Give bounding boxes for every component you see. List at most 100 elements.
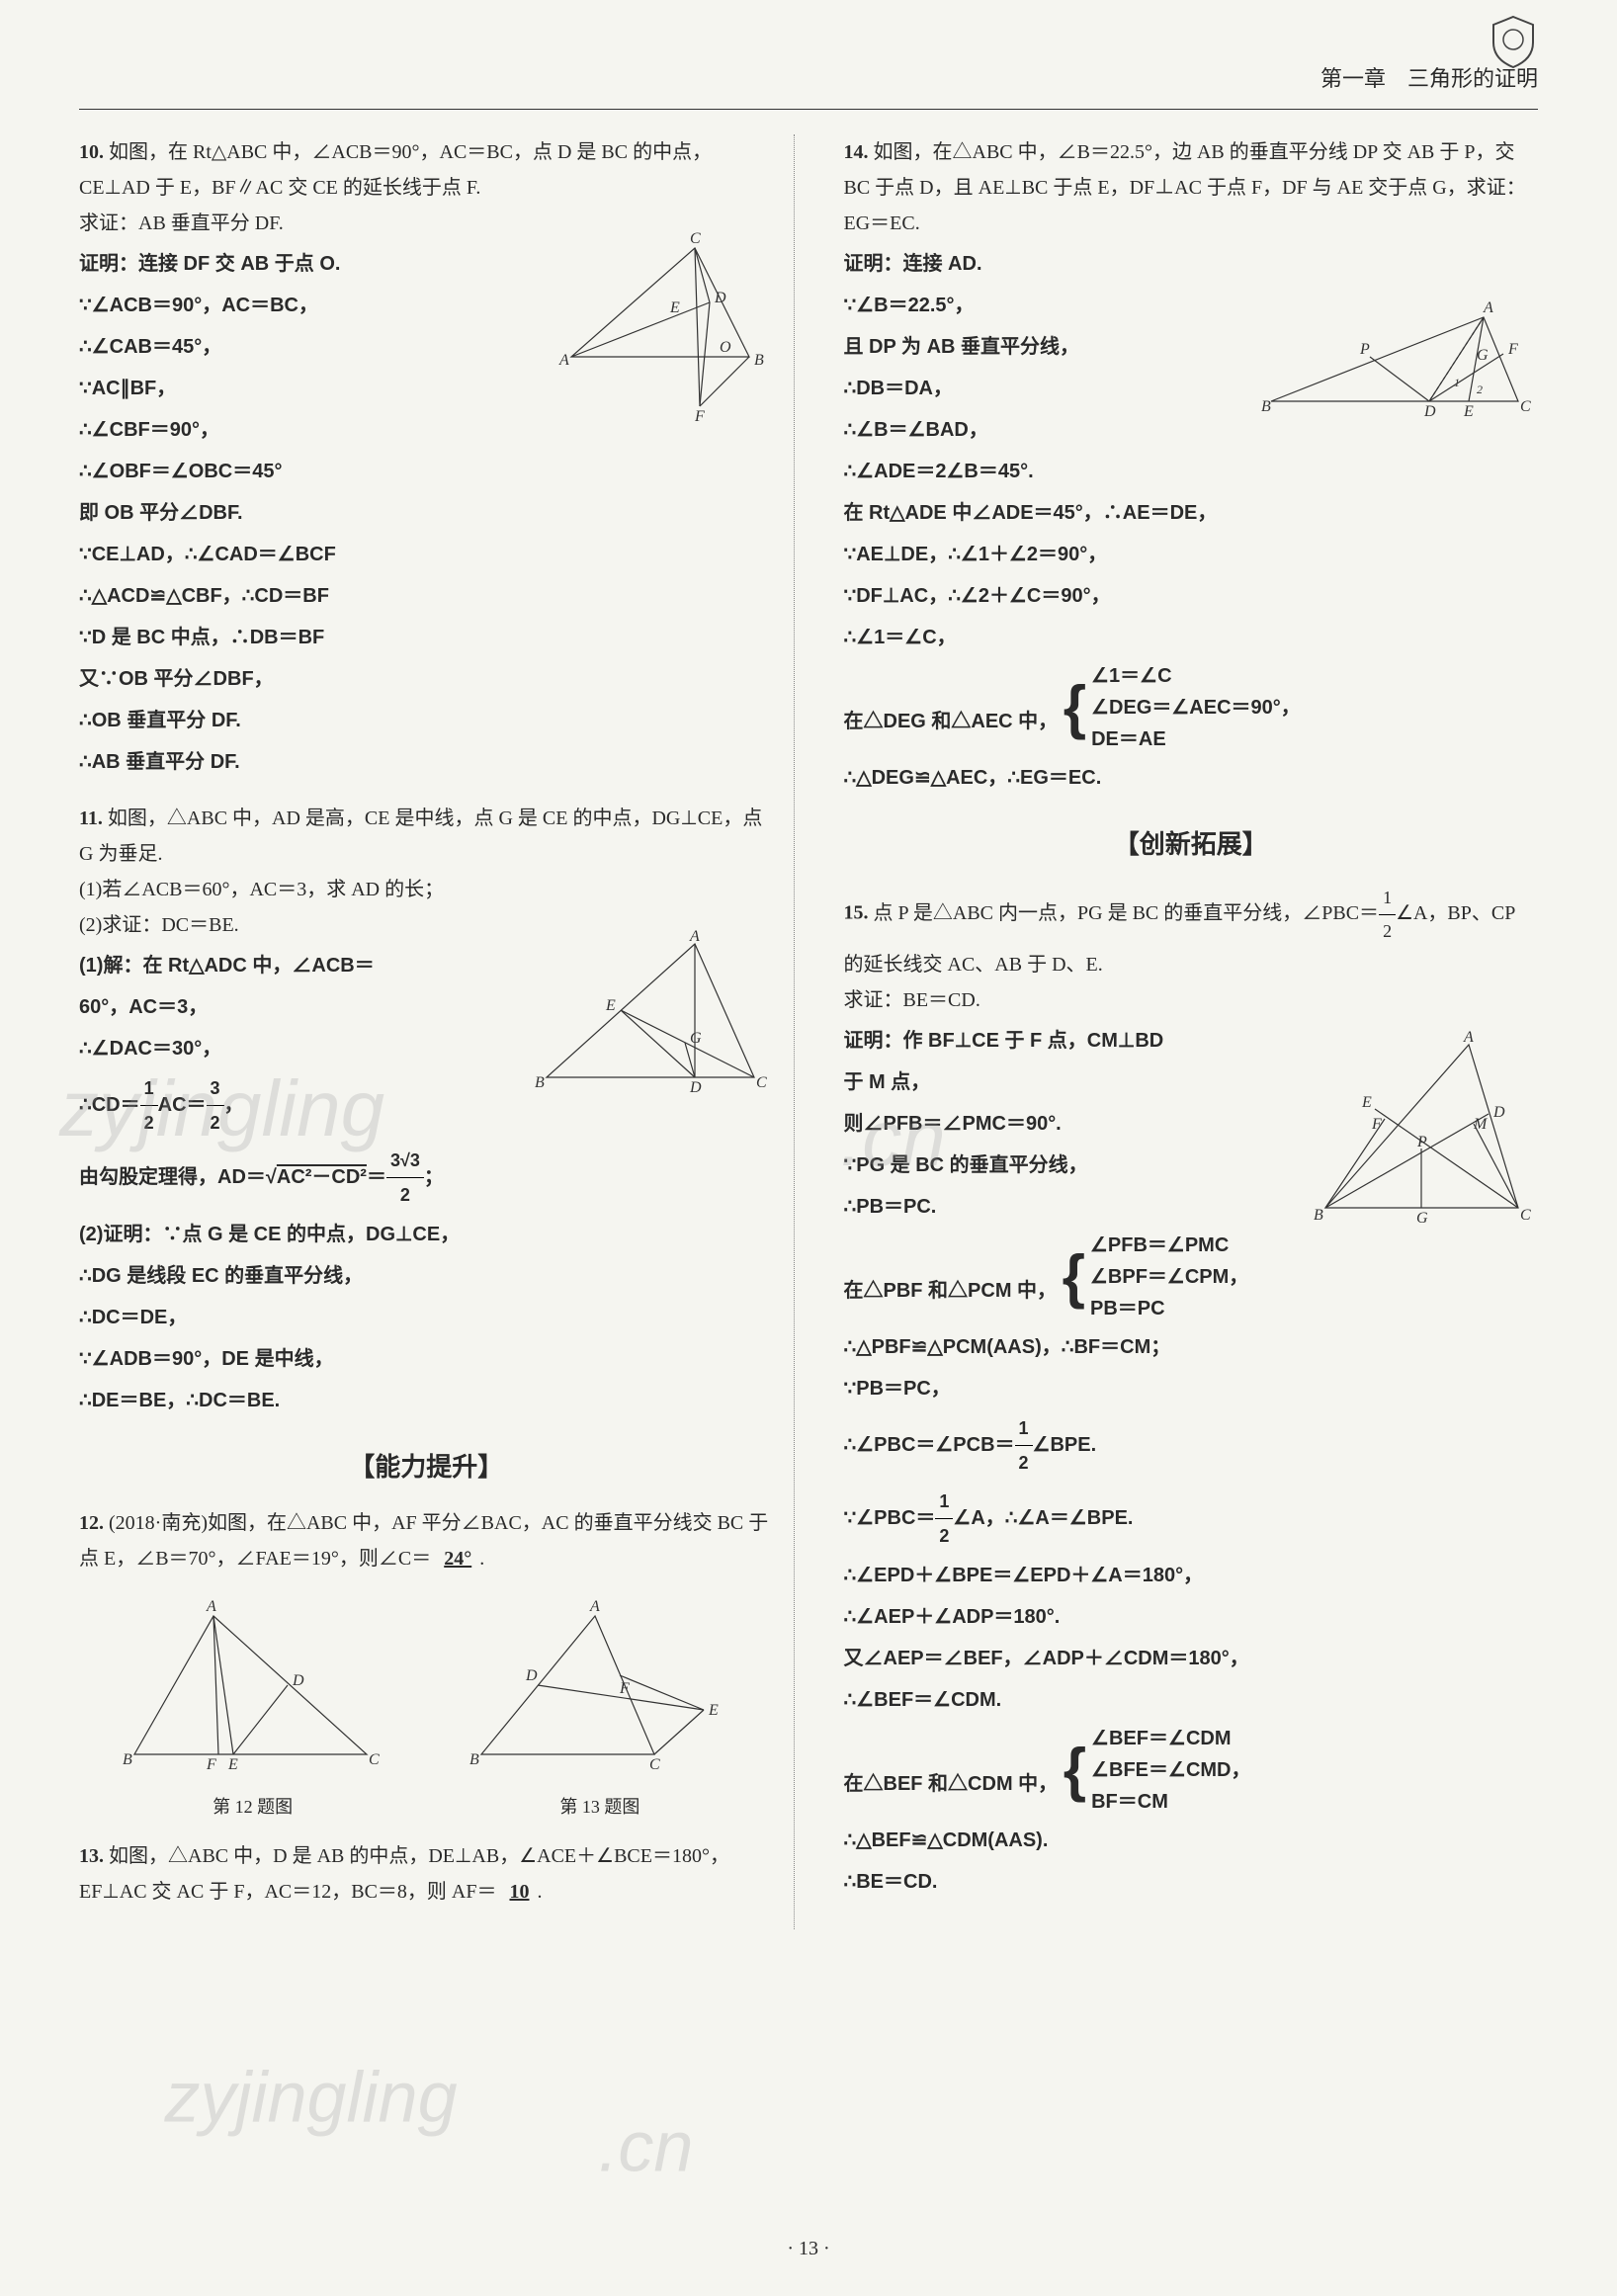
brace-group: { ∠BEF＝∠CDM ∠BFE＝∠CMD， BF＝CM	[1064, 1723, 1251, 1818]
proof-line: ∵CE⊥AD，∴∠CAD＝∠BCF	[79, 536, 774, 573]
fraction: 12	[1379, 882, 1396, 947]
proof-line: 又∠AEP＝∠BEF，∠ADP＋∠CDM＝180°，	[844, 1640, 1539, 1677]
proof-line: ∴∠OBF＝∠OBC＝45°	[79, 453, 774, 490]
answer-line: ∴DC＝DE，	[79, 1299, 774, 1336]
page-header: 第一章 三角形的证明	[79, 59, 1538, 110]
svg-text:E: E	[1361, 1094, 1372, 1111]
proof-line: 又∵OB 平分∠DBF，	[79, 660, 774, 698]
answer-line: ∴DE＝BE，∴DC＝BE.	[79, 1382, 774, 1419]
proof-line: ∴∠BEF＝∠CDM.	[844, 1681, 1539, 1719]
problem-11: 11. 如图，△ABC 中，AD 是高，CE 是中线，点 G 是 CE 的中点，…	[79, 801, 774, 1420]
result-1: ∴△PBF≌△PCM(AAS)，∴BF＝CM；	[844, 1328, 1539, 1366]
figure-10: A B C D E F O	[552, 228, 779, 426]
watermark-text: zyjingling	[164, 2033, 457, 2162]
svg-text:F: F	[619, 1680, 630, 1697]
svg-text:C: C	[690, 230, 701, 247]
proof-line: ∴∠EPD＋∠BPE＝∠EPD＋∠A＝180°，	[844, 1557, 1539, 1594]
problem-text: 如图，在△ABC 中，∠B＝22.5°，边 AB 的垂直平分线 DP 交 AB …	[844, 141, 1526, 234]
problem-number: 14.	[844, 141, 869, 163]
svg-text:B: B	[754, 352, 764, 369]
figure-11: A B C D E G	[527, 929, 774, 1097]
svg-text:F: F	[1371, 1116, 1382, 1133]
fig-12-caption: 第 12 题图	[120, 1791, 386, 1823]
svg-text:E: E	[1463, 403, 1474, 420]
svg-text:D: D	[714, 290, 726, 306]
question-1: (1)若∠ACB＝60°，AC＝3，求 AD 的长；	[79, 872, 774, 907]
svg-text:C: C	[1520, 398, 1531, 415]
congruent-block-2: 在△BEF 和△CDM 中， { ∠BEF＝∠CDM ∠BFE＝∠CMD， BF…	[844, 1723, 1539, 1818]
problem-number: 15.	[844, 902, 869, 924]
problem-text: 如图，在 Rt△ABC 中，∠ACB＝90°，AC＝BC，点 D 是 BC 的中…	[79, 141, 712, 199]
problem-number: 12.	[79, 1512, 104, 1534]
fraction: 32	[207, 1071, 224, 1140]
problem-text: 如图，△ABC 中，D 是 AB 的中点，DE⊥AB，∠ACE＋∠BCE＝180…	[79, 1845, 729, 1903]
answer-line: ∴DG 是线段 EC 的垂直平分线，	[79, 1257, 774, 1295]
left-brace-icon: {	[1064, 1746, 1086, 1794]
pbc-line: ∴∠PBC＝∠PCB＝12∠BPE.	[844, 1411, 1539, 1480]
proof-label: 证明：连接 AD.	[844, 245, 1539, 283]
proof-line: ∵AE⊥DE，∴∠1＋∠2＝90°，	[844, 536, 1539, 573]
svg-text:G: G	[1477, 347, 1489, 364]
page-number: · 13 ·	[787, 2231, 829, 2266]
svg-text:F: F	[694, 408, 705, 425]
brace-group: { ∠PFB＝∠PMC ∠BPF＝∠CPM， PB＝PC	[1063, 1230, 1249, 1324]
pbc-a-line: ∵∠PBC＝12∠A，∴∠A＝∠BPE.	[844, 1485, 1539, 1553]
svg-text:B: B	[469, 1751, 479, 1768]
svg-text:E: E	[227, 1756, 238, 1773]
svg-text:D: D	[1423, 403, 1436, 420]
congruent-block: 在△DEG 和△AEC 中， { ∠1＝∠C ∠DEG＝∠AEC＝90°， DE…	[844, 660, 1539, 755]
problem-text: 如图，△ABC 中，AD 是高，CE 是中线，点 G 是 CE 的中点，DG⊥C…	[79, 808, 762, 865]
figure-12: A B C D E F	[120, 1596, 386, 1774]
svg-text:D: D	[1492, 1104, 1505, 1121]
figures-12-13: A B C D E F 第 12 题图	[79, 1596, 774, 1823]
svg-text:A: A	[1483, 299, 1493, 316]
proof-line: ∴AB 垂直平分 DF.	[79, 743, 774, 781]
problem-text: (2018·南充)如图，在△ABC 中，AF 平分∠BAC，AC 的垂直平分线交…	[79, 1512, 768, 1570]
svg-text:A: A	[689, 929, 700, 945]
svg-text:A: A	[1463, 1030, 1474, 1046]
answer-2-label: (2)证明：∵点 G 是 CE 的中点，DG⊥CE，	[79, 1216, 774, 1253]
result-2: ∴△BEF≌△CDM(AAS).	[844, 1822, 1539, 1859]
svg-text:C: C	[1520, 1207, 1531, 1224]
proof-line: ∴∠AEP＋∠ADP＝180°.	[844, 1598, 1539, 1636]
congruent-block: 在△PBF 和△PCM 中， { ∠PFB＝∠PMC ∠BPF＝∠CPM， PB…	[844, 1230, 1539, 1324]
proof-line: ∵PB＝PC，	[844, 1370, 1539, 1407]
problem-number: 10.	[79, 141, 104, 163]
problem-14: 14. 如图，在△ABC 中，∠B＝22.5°，边 AB 的垂直平分线 DP 交…	[844, 134, 1539, 797]
figure-14: A B C D E F G P 1 2	[1261, 283, 1538, 421]
proof-line: ∵DF⊥AC，∴∠2＋∠C＝90°，	[844, 577, 1539, 615]
proof-line: ∵D 是 BC 中点，∴DB＝BF	[79, 619, 774, 656]
fraction: 12	[140, 1071, 158, 1140]
section-ability: 【能力提升】	[79, 1444, 774, 1490]
svg-text:C: C	[369, 1751, 380, 1768]
fraction: 12	[935, 1485, 953, 1553]
proof-line: ∴∠ADE＝2∠B＝45°.	[844, 453, 1539, 490]
svg-text:A: A	[558, 352, 569, 369]
proof-line: ∴△ACD≌△CBF，∴CD＝BF	[79, 577, 774, 615]
left-brace-icon: {	[1064, 684, 1086, 731]
problem-number: 13.	[79, 1845, 104, 1867]
fig-13-caption: 第 13 题图	[467, 1791, 733, 1823]
proof-line: ∴OB 垂直平分 DF.	[79, 702, 774, 739]
answer-line: ∵∠ADB＝90°，DE 是中线，	[79, 1340, 774, 1378]
figure-13-wrap: A B C D E F 第 13 题图	[467, 1596, 733, 1823]
proof-line: ∴∠1＝∠C，	[844, 619, 1539, 656]
figure-13: A B C D E F	[467, 1596, 733, 1774]
fraction: 3√32	[386, 1144, 424, 1212]
brace-group: { ∠1＝∠C ∠DEG＝∠AEC＝90°， DE＝AE	[1064, 660, 1301, 755]
fraction: 12	[1015, 1411, 1033, 1480]
svg-text:E: E	[669, 299, 680, 316]
svg-text:O: O	[720, 339, 731, 356]
problem-15: 15. 点 P 是△ABC 内一点，PG 是 BC 的垂直平分线，∠PBC＝12…	[844, 882, 1539, 1901]
svg-text:D: D	[292, 1672, 304, 1689]
svg-text:D: D	[689, 1079, 702, 1096]
svg-text:M: M	[1473, 1116, 1489, 1133]
problem-12: 12. (2018·南充)如图，在△ABC 中，AF 平分∠BAC，AC 的垂直…	[79, 1505, 774, 1576]
section-innovation: 【创新拓展】	[844, 821, 1539, 868]
answer-blank: 10	[501, 1881, 537, 1903]
svg-text:G: G	[690, 1030, 702, 1047]
content-columns: 10. 如图，在 Rt△ABC 中，∠ACB＝90°，AC＝BC，点 D 是 B…	[79, 134, 1538, 1929]
svg-text:C: C	[756, 1074, 767, 1091]
answer-blank: 24°	[436, 1548, 479, 1570]
svg-text:P: P	[1416, 1134, 1427, 1150]
